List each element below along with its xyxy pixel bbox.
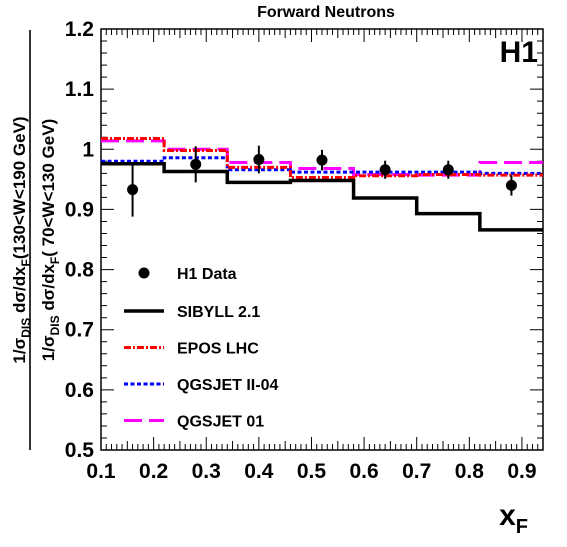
data-point (505, 179, 517, 191)
x-axis-title-main: x (499, 499, 516, 532)
plot-frame (100, 28, 544, 451)
legend-label: H1 Data (177, 266, 237, 283)
x-tick-label: 0.9 (507, 460, 536, 483)
y-tick-label: 0.8 (65, 259, 95, 282)
y-tick-labels: 0.5 0.6 0.7 0.8 0.9 1 1.1 1.2 (65, 18, 95, 462)
y-axis-title-subscript: F (19, 259, 33, 266)
y-axis-title-denominator: 1/σDIS dσ/dxF( 70<W<130 GeV) (39, 119, 62, 361)
y-tick-label: 0.5 (65, 439, 95, 462)
data-point (442, 164, 454, 176)
x-tick-label: 0.3 (192, 460, 221, 483)
series-line-qgsjet-01 (101, 139, 543, 177)
legend-label: QGSJET 01 (177, 414, 264, 431)
y-axis-title-part: dσ/dx (39, 264, 58, 316)
x-tick-label: 0.2 (139, 460, 168, 483)
tick-marks (100, 28, 544, 451)
y-axis-title-subscript: F (48, 257, 62, 264)
series-line-epos-lhc (101, 136, 543, 180)
y-tick-label: 0.6 (65, 379, 94, 402)
y-axis-title-numerator: 1/σDIS dσ/dxF(130<W<190 GeV) (10, 116, 33, 363)
y-axis-title: 1/σDIS dσ/dxF(130<W<190 GeV) 1/σDIS dσ/d… (10, 30, 62, 450)
y-tick-label: 1 (82, 138, 94, 161)
x-tick-label: 0.7 (402, 460, 431, 483)
series-line-sibyll-2-1 (101, 161, 543, 232)
series-layer (101, 136, 543, 232)
experiment-label: H1 (500, 36, 538, 69)
y-axis-title-part: dσ/dx (10, 266, 29, 318)
y-tick-label: 0.9 (65, 198, 94, 221)
data-point (127, 184, 139, 196)
y-axis-title-part: ( 70<W<130 GeV) (39, 119, 58, 257)
x-tick-label: 0.6 (349, 460, 378, 483)
data-point (253, 154, 265, 166)
y-tick-label: 1.1 (65, 78, 95, 101)
y-axis-title-part: (130<W<190 GeV) (10, 116, 29, 259)
data-point (379, 164, 391, 176)
legend-marker-h1-data (138, 267, 150, 279)
y-axis-title-subscript: DIS (48, 315, 62, 335)
data-point (190, 158, 202, 170)
legend-label: SIBYLL 2.1 (177, 304, 260, 321)
data-points-layer (127, 145, 517, 217)
legend-label: EPOS LHC (177, 341, 259, 358)
x-tick-label: 0.1 (86, 460, 116, 483)
legend: H1 Data SIBYLL 2.1 EPOS LHC QGSJET II-04 QGS… (124, 266, 278, 431)
axis-ticks (100, 28, 544, 451)
y-tick-label: 1.2 (65, 18, 94, 41)
svg-text:xF: xF (499, 499, 528, 538)
x-tick-label: 0.5 (297, 460, 327, 483)
y-axis-title-subscript: DIS (19, 318, 33, 338)
x-tick-label: 0.8 (455, 460, 485, 483)
chart-title: Forward Neutrons (257, 4, 395, 21)
y-tick-label: 0.7 (65, 319, 94, 342)
data-point (316, 154, 328, 166)
x-axis-title-sub: F (516, 516, 528, 538)
x-tick-label: 0.4 (244, 460, 274, 483)
y-axis-title-part: 1/σ (39, 335, 58, 361)
y-axis-title-part: 1/σ (10, 337, 29, 363)
x-axis-title: xF (499, 499, 528, 538)
legend-label: QGSJET II-04 (177, 377, 278, 394)
x-tick-labels: 0.1 0.2 0.3 0.4 0.5 0.6 0.7 0.8 0.9 (86, 460, 536, 483)
